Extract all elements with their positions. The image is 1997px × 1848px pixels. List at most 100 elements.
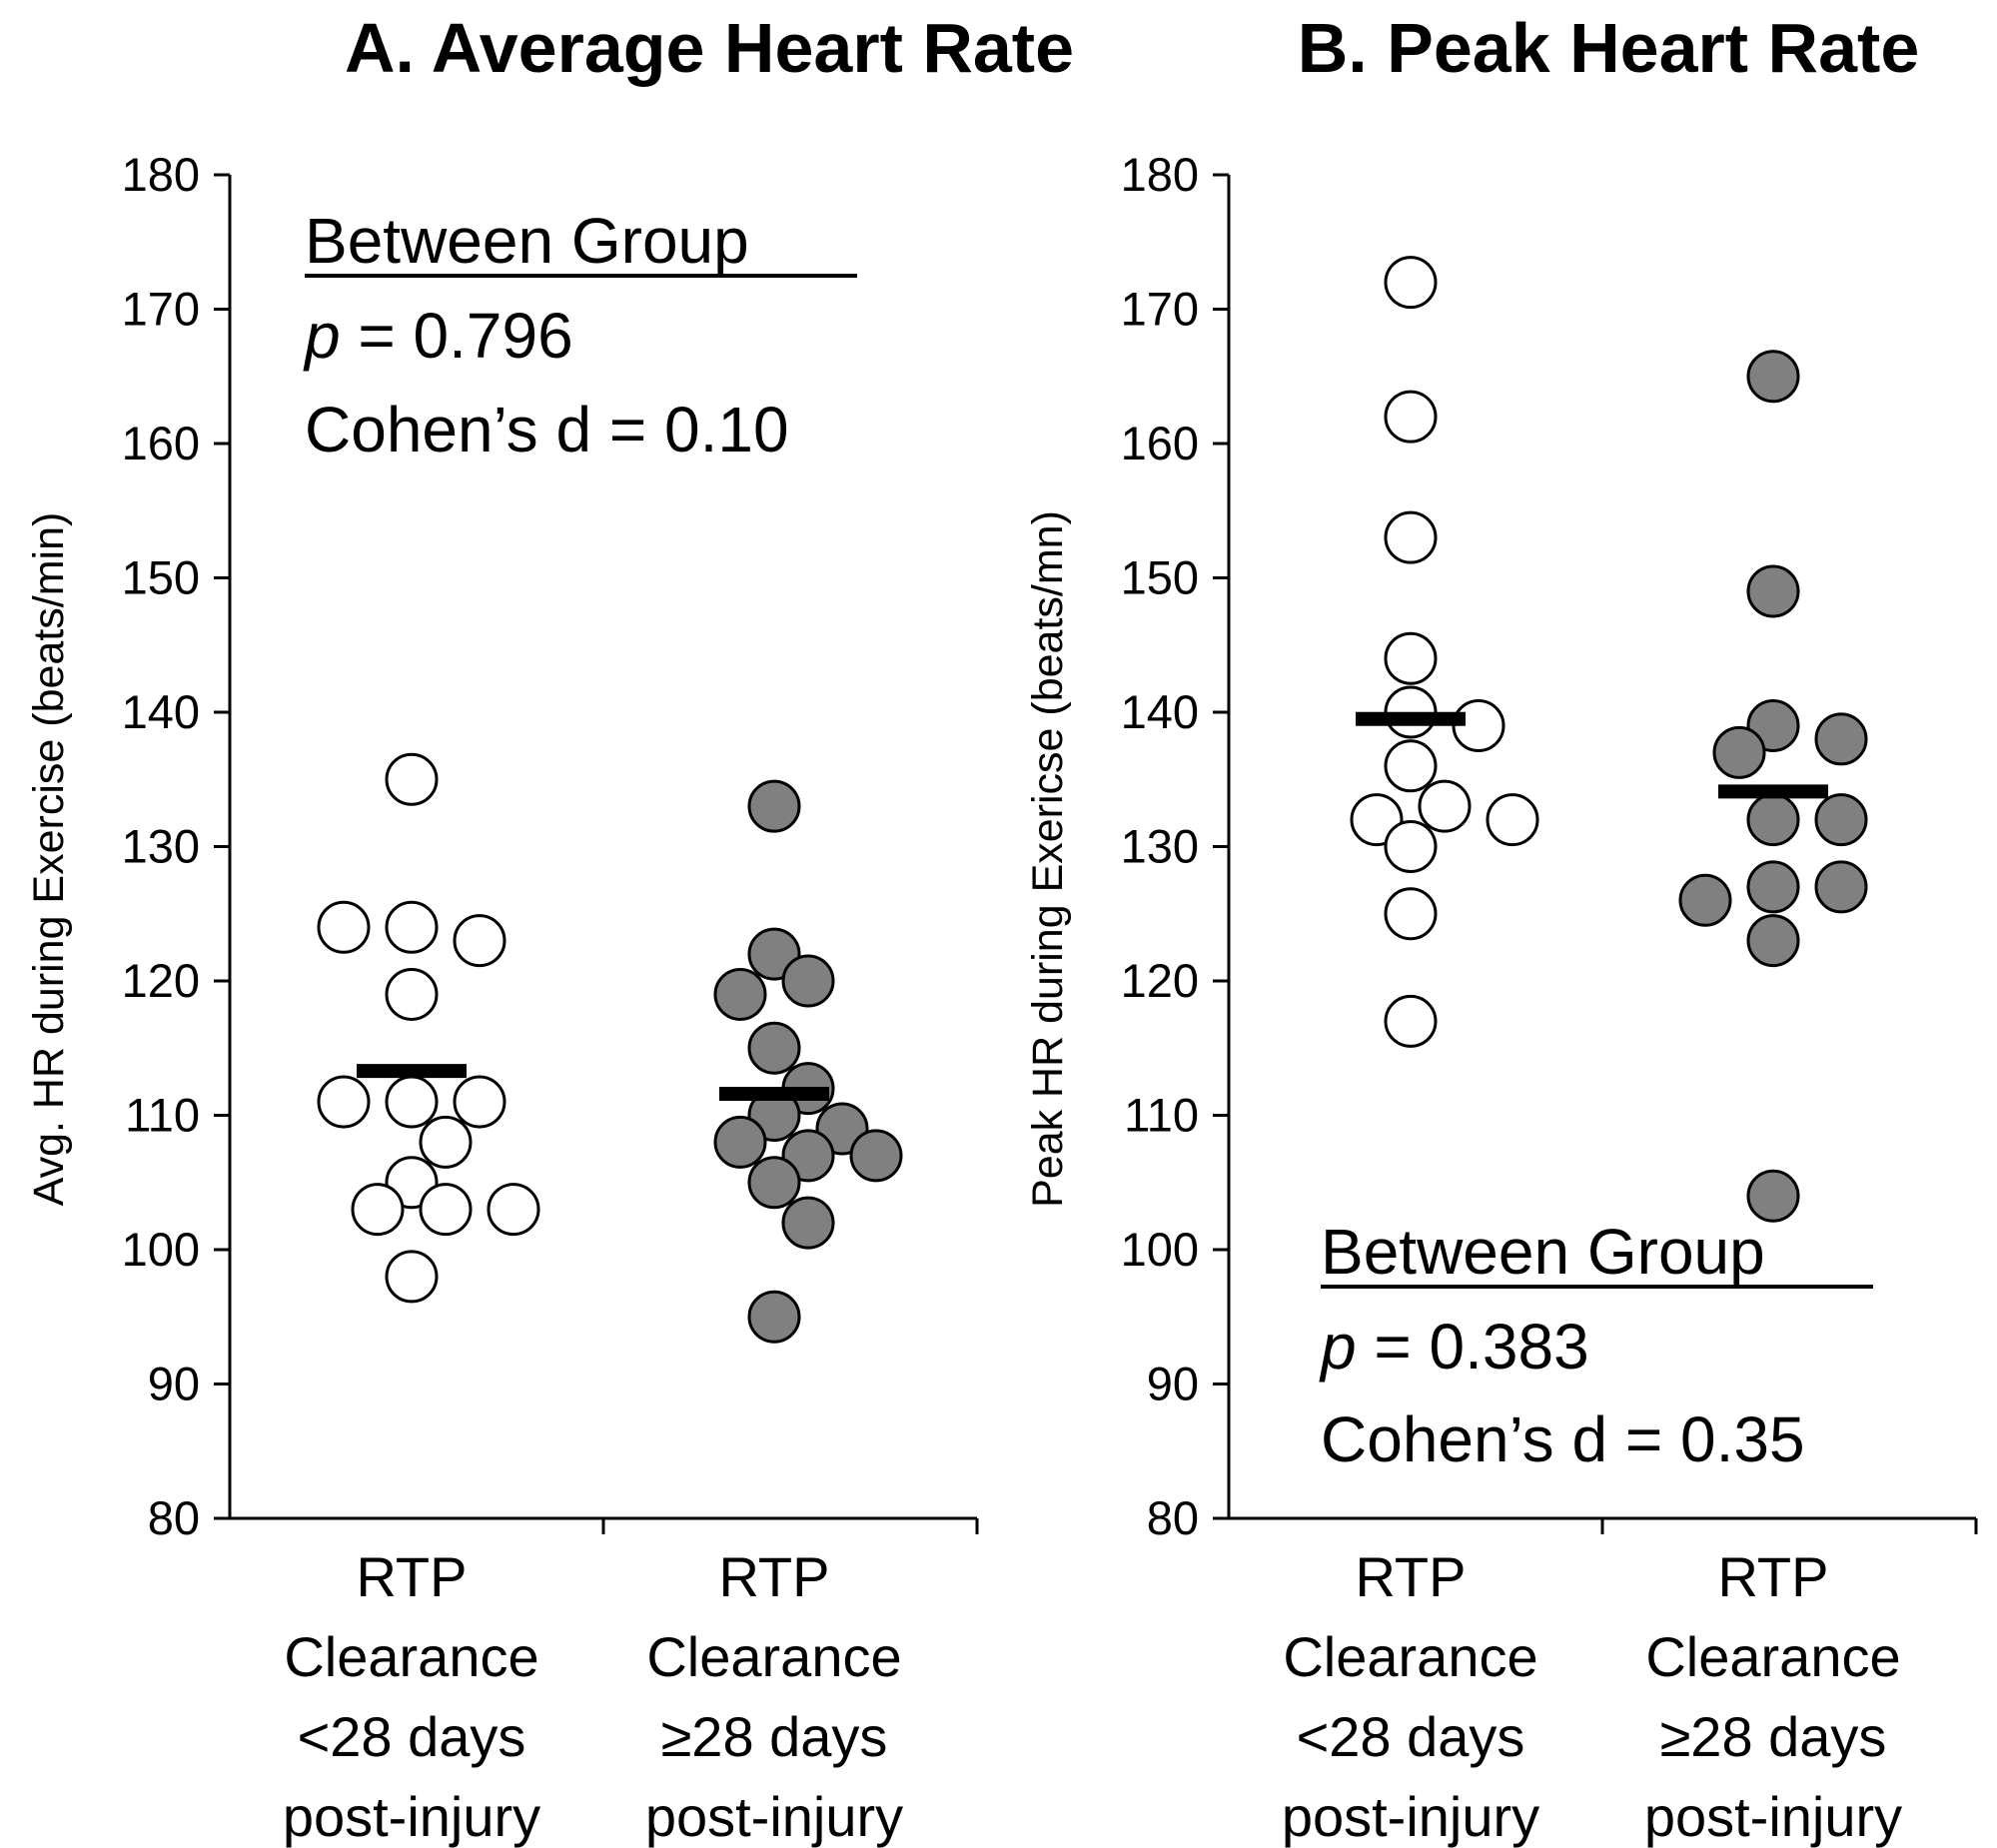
panel-b-category-label: post-injury	[1644, 1785, 1902, 1848]
panel-b-data-point	[1678, 873, 1732, 927]
panel-a-category-label: Clearance	[284, 1625, 538, 1688]
panel-b-data-point	[1712, 725, 1766, 779]
panel-a-data-point	[747, 1290, 801, 1344]
panel-a-y-tick-label: 100	[122, 1223, 200, 1276]
panel-b-p-symbol: p	[1319, 1311, 1357, 1383]
panel-a-category-label: post-injury	[283, 1785, 540, 1848]
panel-b-y-tick-label: 120	[1121, 954, 1199, 1007]
panel-b-y-axis-label: Peak HR during Exericse (beats/mn)	[1024, 510, 1072, 1208]
panel-b-data-point	[1486, 793, 1539, 847]
panel-b-y-tick-label: 160	[1121, 417, 1199, 469]
panel-b-data-point	[1384, 390, 1438, 444]
panel-b-category-label: <28 days	[1297, 1705, 1525, 1768]
panel-b-y-tick-label: 100	[1121, 1223, 1199, 1276]
panel-b-p-value: = 0.383	[1357, 1311, 1589, 1383]
panel-a-y-tick-label: 150	[122, 551, 200, 604]
panel-a-y-tick-label: 80	[148, 1491, 200, 1544]
panel-b-data-point	[1384, 510, 1438, 564]
panel-b-data-point	[1746, 1169, 1800, 1223]
panel-a-data-point	[781, 954, 835, 1008]
panel-a-y-axis-label: Avg. HR during Exercise (beats/min)	[25, 512, 73, 1207]
panel-a-title: A. Average Heart Rate	[345, 9, 1074, 87]
panel-b-y-tick-label: 110	[1124, 1089, 1199, 1142]
panel-a-data-point	[453, 914, 506, 968]
panel-b-marks	[1350, 256, 1868, 1223]
panel-a-p-value: = 0.796	[341, 300, 573, 372]
panel-b-y-tick-label: 140	[1121, 685, 1199, 738]
panel-a: A. Average Heart Rate Avg. HR during Exe…	[25, 9, 1074, 1848]
panel-b-y-tick-label: 150	[1121, 551, 1199, 604]
panel-a-y-tick-label: 140	[122, 685, 200, 738]
panel-b-p-value-line: p = 0.383	[1319, 1311, 1589, 1383]
panel-a-y-tick-label: 90	[148, 1358, 200, 1410]
panel-b-category-label: ≥28 days	[1660, 1705, 1887, 1768]
panel-b-category-label: RTP	[1718, 1545, 1829, 1608]
panel-b-y-tick-label: 180	[1121, 148, 1199, 201]
panel-a-category-label: Clearance	[646, 1625, 901, 1688]
panel-a-category-label: ≥28 days	[661, 1705, 888, 1768]
panel-a-p-symbol: p	[303, 300, 341, 372]
panel-b-data-point	[1384, 631, 1438, 685]
panel-b-data-point	[1746, 350, 1800, 404]
panel-a-data-point	[385, 1250, 439, 1304]
panel-a-data-point	[849, 1129, 903, 1183]
panel-a-data-point	[419, 1115, 473, 1169]
panel-a-data-point	[385, 752, 439, 806]
panel-b-data-point	[1384, 994, 1438, 1048]
panel-b-effect-size: Cohen’s d = 0.35	[1321, 1403, 1805, 1475]
panel-a-marks	[317, 752, 903, 1344]
panel-b-y-tick-label: 80	[1147, 1491, 1199, 1544]
panel-a-effect-size: Cohen’s d = 0.10	[305, 394, 789, 465]
panel-a-data-point	[487, 1183, 540, 1237]
panel-b-data-point	[1384, 256, 1438, 310]
panel-b-stats-box: Between Group p = 0.383 Cohen’s d = 0.35	[1319, 1216, 1873, 1475]
panel-a-data-point	[781, 1196, 835, 1250]
panel-b-y-tick-label: 170	[1121, 283, 1199, 336]
panel-a-data-point	[713, 967, 767, 1021]
panel-a-stats-box: Between Group p = 0.796 Cohen’s d = 0.10	[303, 205, 857, 465]
panel-b-data-point	[1814, 793, 1868, 847]
panel-b-data-point	[1384, 820, 1438, 873]
panel-a-y-tick-label: 170	[122, 283, 200, 336]
panel-b-data-point	[1746, 914, 1800, 968]
panel-b-data-point	[1746, 793, 1800, 847]
panel-a-data-point	[747, 1156, 801, 1210]
panel-b-data-point	[1746, 564, 1800, 618]
panel-b: B. Peak Heart Rate Peak HR during Exeric…	[1024, 9, 1978, 1848]
panel-a-data-point	[317, 1075, 371, 1129]
panel-a-data-point	[713, 1115, 767, 1169]
panel-b-category-label: Clearance	[1283, 1625, 1537, 1688]
panel-a-category-label: post-injury	[645, 1785, 903, 1848]
panel-a-category-label: RTP	[357, 1545, 468, 1608]
panel-b-category-label: Clearance	[1645, 1625, 1900, 1688]
panel-b-data-point	[1384, 739, 1438, 793]
panel-a-y-tick-label: 180	[122, 148, 200, 201]
panel-b-data-point	[1814, 712, 1868, 766]
panel-a-p-value-line: p = 0.796	[303, 300, 573, 372]
panel-b-data-point	[1384, 887, 1438, 941]
panel-a-y-tick-label: 160	[122, 417, 200, 469]
panel-b-data-point	[1418, 779, 1472, 833]
panel-a-data-point	[385, 900, 439, 954]
panel-a-category-label: RTP	[719, 1545, 830, 1608]
panel-b-data-point	[1814, 860, 1868, 914]
panel-a-stats-heading: Between Group	[305, 205, 749, 277]
panel-a-data-point	[747, 779, 801, 833]
panel-a-data-point	[385, 1075, 439, 1129]
panel-b-data-point	[1746, 860, 1800, 914]
panel-b-title: B. Peak Heart Rate	[1298, 9, 1920, 87]
panel-b-stats-heading: Between Group	[1321, 1216, 1765, 1288]
panel-a-data-point	[317, 900, 371, 954]
panel-b-axes: 80 90 100 110 120 130 140 150 160 170 180 RTP Cleara…	[1121, 148, 1978, 1848]
panel-a-category-label: <28 days	[298, 1705, 526, 1768]
panel-a-data-point	[385, 967, 439, 1021]
panel-a-y-tick-label: 110	[125, 1089, 200, 1142]
panel-b-category-label: post-injury	[1282, 1785, 1539, 1848]
panel-a-data-point	[453, 1075, 506, 1129]
panel-a-data-point	[351, 1183, 405, 1237]
panel-b-y-tick-label: 90	[1147, 1358, 1199, 1410]
panel-a-axes: 80 90 100 110 120 130 140 150 160 170 180 RTP Cleara…	[122, 148, 979, 1848]
panel-a-data-point	[747, 1021, 801, 1075]
panel-a-data-point	[419, 1183, 473, 1237]
